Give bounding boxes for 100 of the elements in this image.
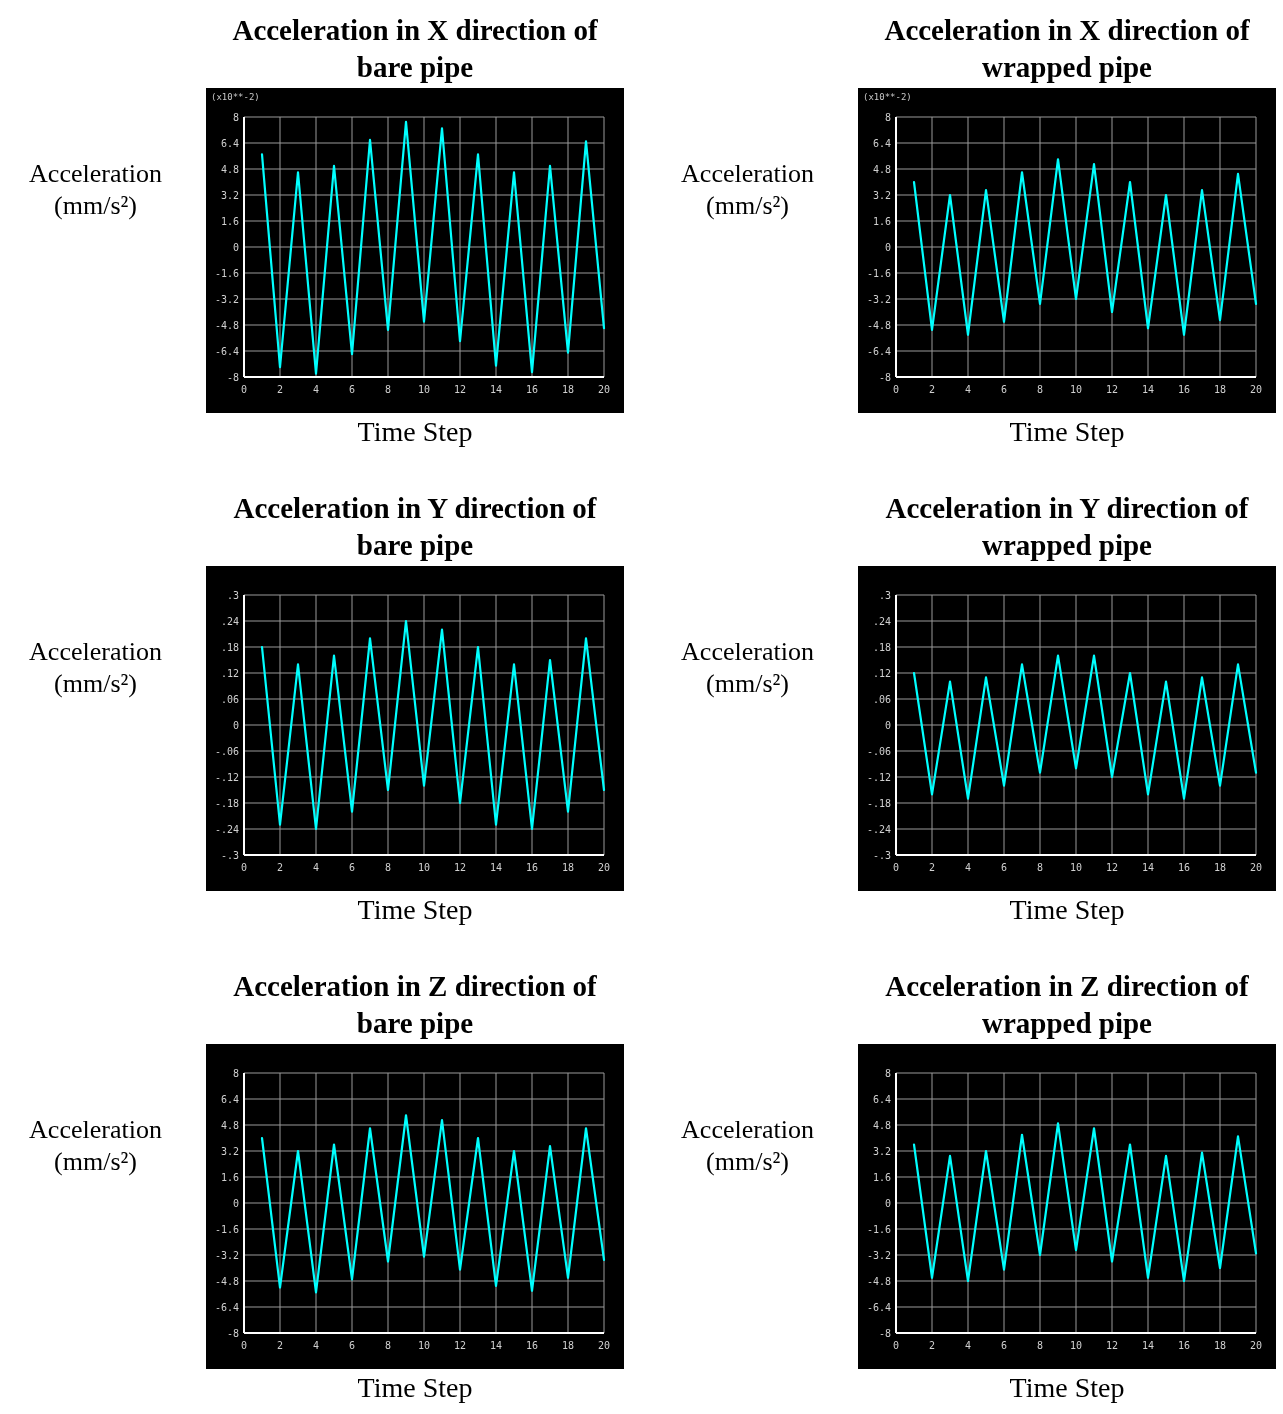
y-tick-label: -.24 (866, 823, 891, 835)
x-tick-label: 6 (348, 862, 356, 873)
y-tick-label: -6.4 (214, 1301, 239, 1313)
y-tick-label: -.12 (866, 771, 891, 783)
x-tick-label: 16 (525, 1340, 539, 1351)
x-axis-title: Time Step (356, 415, 474, 449)
x-tick-label: 2 (928, 384, 936, 395)
x-tick-label: 18 (1213, 384, 1227, 395)
y-tick-label: 0 (232, 241, 239, 253)
x-tick-label: 14 (1141, 862, 1155, 873)
x-tick-label: 6 (1000, 1340, 1008, 1351)
x-tick-label: 0 (240, 1340, 248, 1351)
x-tick-label: 8 (1036, 862, 1044, 873)
line-series (260, 619, 606, 831)
x-tick-label: 2 (276, 862, 284, 873)
x-tick-label: 16 (525, 384, 539, 395)
y-tick-label: -3.2 (866, 1249, 891, 1261)
y-tick-label: .12 (220, 667, 239, 679)
x-tick-label: 18 (561, 1340, 575, 1351)
y-tick-label: -4.8 (866, 1275, 891, 1287)
chart-title: Acceleration in Z direction of bare pipe (232, 969, 598, 1041)
line-series (260, 120, 606, 375)
x-tick-label: 4 (964, 1340, 972, 1351)
y-tick-label: 6.4 (220, 137, 239, 149)
y-tick-label: .18 (220, 641, 239, 653)
y-tick-label: 0 (884, 1197, 891, 1209)
x-tick-label: 14 (489, 862, 503, 873)
y-tick-label: 1.6 (220, 1171, 239, 1183)
x-tick-label: 6 (348, 1340, 356, 1351)
y-tick-label: -.18 (866, 797, 891, 809)
chart-title: Acceleration in X direction of wrapped pipe (883, 13, 1251, 85)
y-tick-label: 6.4 (872, 1093, 891, 1105)
line-series (912, 654, 1258, 800)
x-tick-label: 10 (1069, 862, 1083, 873)
x-tick-label: 8 (384, 862, 392, 873)
y-tick-label: 1.6 (220, 215, 239, 227)
y-tick-label: 8 (884, 111, 891, 123)
x-tick-label: 8 (384, 384, 392, 395)
y-axis-title: Acceleration (mm/s²) (680, 1114, 815, 1178)
x-tick-label: 18 (561, 862, 575, 873)
chart-title: Acceleration in X direction of bare pipe (231, 13, 599, 85)
y-tick-label: 0 (884, 719, 891, 731)
y-tick-label: 0 (232, 719, 239, 731)
x-tick-label: 12 (1105, 1340, 1119, 1351)
y-tick-label: 3.2 (220, 189, 239, 201)
x-tick-label: 12 (1105, 862, 1119, 873)
y-tick-label: -1.6 (214, 267, 239, 279)
y-tick-label: .24 (220, 615, 239, 627)
line-series (912, 1122, 1258, 1283)
x-tick-label: 20 (597, 384, 611, 395)
y-axis-title: Acceleration (mm/s²) (680, 636, 815, 700)
x-tick-label: 6 (1000, 384, 1008, 395)
x-tick-label: 16 (525, 862, 539, 873)
text: (x10**-2) (211, 92, 260, 102)
x-tick-label: 10 (417, 384, 431, 395)
y-tick-label: 4.8 (872, 163, 891, 175)
y-tick-label: -1.6 (214, 1223, 239, 1235)
x-tick-label: 4 (964, 862, 972, 873)
y-tick-label: .06 (872, 693, 891, 705)
y-tick-label: 4.8 (872, 1119, 891, 1131)
chart-title: Acceleration in Y direction of wrapped pipe (884, 491, 1250, 563)
x-tick-label: 16 (1177, 862, 1191, 873)
y-axis-title: Acceleration (mm/s²) (28, 158, 163, 222)
x-tick-label: 10 (1069, 1340, 1083, 1351)
y-tick-label: -.12 (214, 771, 239, 783)
x-tick-label: 0 (892, 862, 900, 873)
x-axis-title: Time Step (356, 1371, 474, 1405)
y-tick-label: 4.8 (220, 163, 239, 175)
y-tick-label: -6.4 (214, 345, 239, 357)
x-tick-label: 2 (928, 862, 936, 873)
y-tick-label: -.24 (214, 823, 239, 835)
y-tick-label: -6.4 (866, 345, 891, 357)
y-tick-label: 6.4 (220, 1093, 239, 1105)
x-tick-label: 12 (1105, 384, 1119, 395)
x-tick-label: 10 (417, 1340, 431, 1351)
y-tick-label: -4.8 (214, 1275, 239, 1287)
y-tick-label: -1.6 (866, 1223, 891, 1235)
x-tick-label: 0 (892, 1340, 900, 1351)
x-tick-label: 8 (384, 1340, 392, 1351)
x-tick-label: 8 (1036, 1340, 1044, 1351)
y-tick-label: -6.4 (866, 1301, 891, 1313)
y-tick-label: -8 (878, 371, 891, 383)
y-tick-label: -.3 (872, 849, 891, 861)
chart-title: Acceleration in Y direction of bare pipe (232, 491, 598, 563)
x-tick-label: 12 (453, 862, 467, 873)
y-tick-label: -.06 (214, 745, 239, 757)
text: (x10**-2) (863, 92, 912, 102)
x-tick-label: 2 (928, 1340, 936, 1351)
y-tick-label: .06 (220, 693, 239, 705)
x-tick-label: 0 (240, 862, 248, 873)
line-series (912, 158, 1258, 336)
y-tick-label: .3 (226, 589, 239, 601)
y-tick-label: -3.2 (214, 1249, 239, 1261)
y-tick-label: 1.6 (872, 1171, 891, 1183)
x-tick-label: 20 (1249, 862, 1263, 873)
y-tick-label: 1.6 (872, 215, 891, 227)
y-tick-label: 0 (884, 241, 891, 253)
x-tick-label: 8 (1036, 384, 1044, 395)
x-tick-label: 16 (1177, 1340, 1191, 1351)
y-tick-label: -4.8 (866, 319, 891, 331)
